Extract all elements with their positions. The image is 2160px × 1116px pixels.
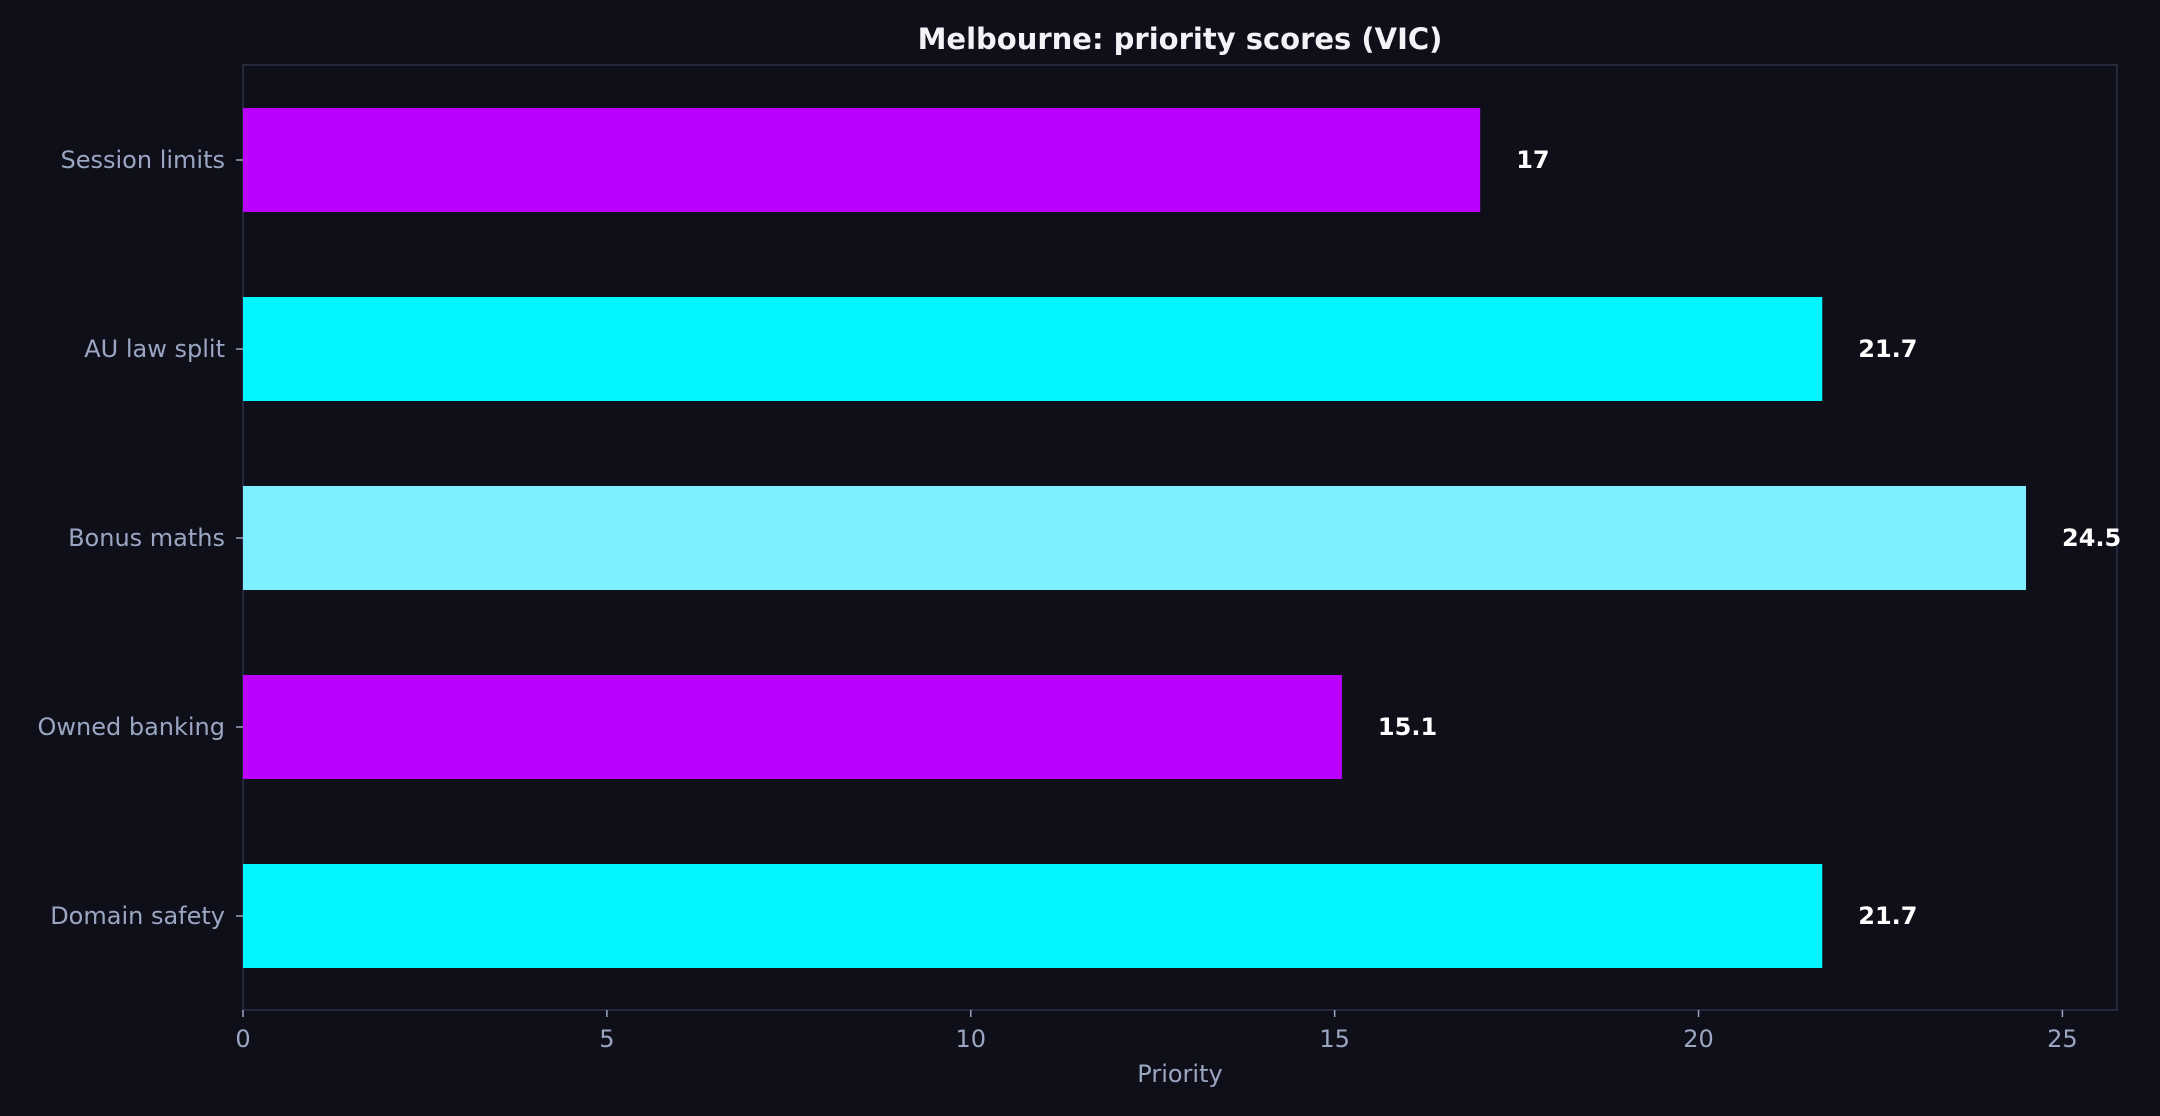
x-tick-label: 0 (235, 1025, 250, 1053)
x-tick-label: 10 (955, 1025, 986, 1053)
bar-bonus-maths (243, 486, 2027, 590)
x-tick-label: 25 (2047, 1025, 2078, 1053)
y-tick-label: Owned banking (37, 713, 225, 741)
value-label: 17 (1516, 146, 1549, 174)
x-axis-label: Priority (1137, 1060, 1222, 1088)
x-axis: 0 5 10 15 20 25 (235, 1010, 2078, 1053)
value-label: 24.5 (2062, 524, 2121, 552)
bar-session-limits (243, 108, 1481, 212)
value-label: 21.7 (1858, 335, 1917, 363)
bar-au-law-split (243, 297, 1823, 401)
y-tick-label: Bonus maths (68, 524, 225, 552)
x-tick-label: 15 (1319, 1025, 1350, 1053)
value-label: 21.7 (1858, 902, 1917, 930)
y-axis: Session limits AU law split Bonus maths Own… (37, 146, 243, 930)
x-tick-label: 5 (599, 1025, 614, 1053)
value-label: 15.1 (1378, 713, 1437, 741)
bar-domain-safety (243, 864, 1823, 968)
y-tick-label: Session limits (61, 146, 226, 174)
x-tick-label: 20 (1683, 1025, 1714, 1053)
bars-layer: 17 21.7 24.5 15.1 21.7 (243, 108, 2121, 968)
y-tick-label: AU law split (84, 335, 225, 363)
bar-owned-banking (243, 675, 1342, 779)
y-tick-label: Domain safety (50, 902, 225, 930)
chart-title: Melbourne: priority scores (VIC) (918, 22, 1443, 56)
